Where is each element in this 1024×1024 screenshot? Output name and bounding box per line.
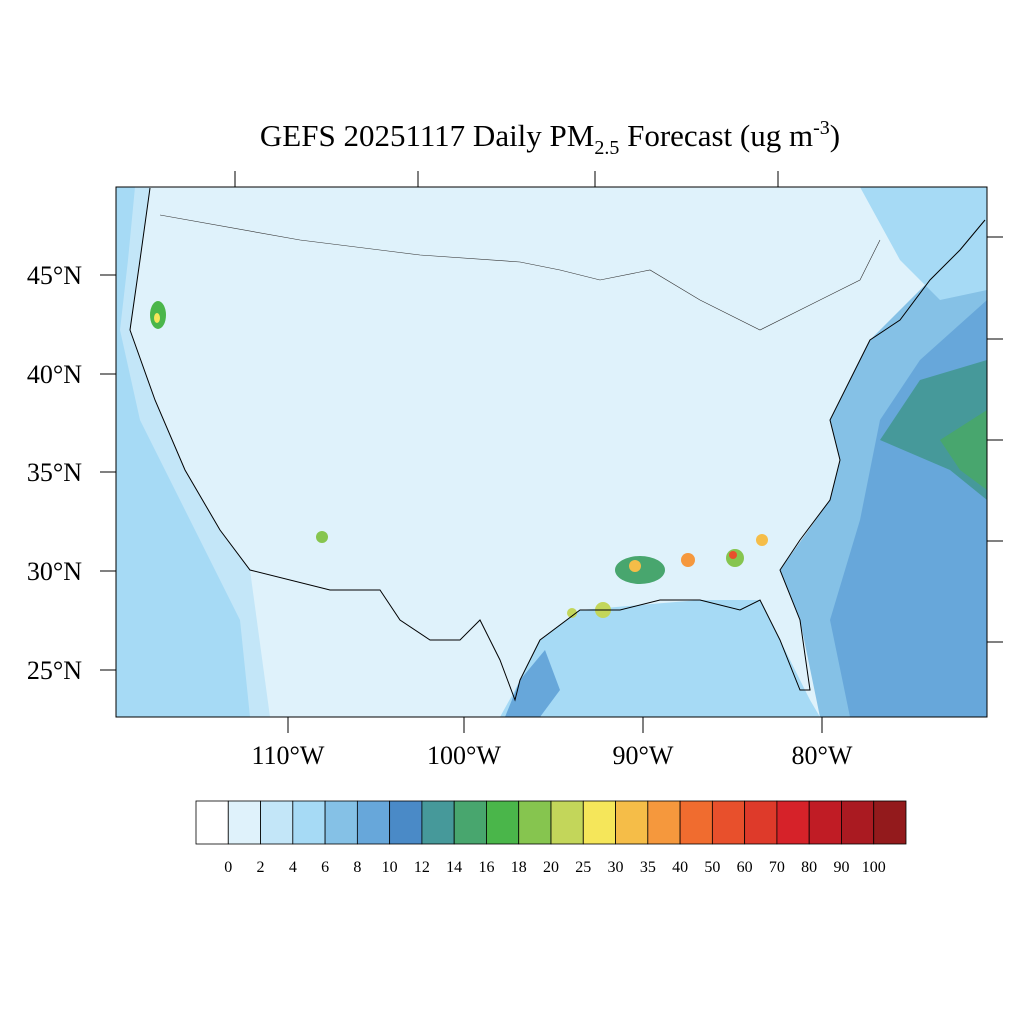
colorbar-label: 18 (511, 859, 527, 876)
colorbar-label: 70 (769, 859, 785, 876)
colorbar-box (776, 800, 810, 845)
colorbar-box (873, 800, 907, 845)
title: GEFS 20251117 Daily PM2.5 Forecast (ug m… (260, 117, 840, 159)
lon-label: 110°W (252, 741, 325, 770)
colorbar-box (841, 800, 875, 845)
pacific-inner (116, 187, 250, 717)
colorbar-label: 16 (478, 859, 494, 876)
lon-label: 80°W (792, 741, 853, 770)
colorbar-label: 0 (224, 859, 232, 876)
colorbar-box (292, 800, 326, 845)
colorbar-box (615, 800, 649, 845)
colorbar-box (647, 800, 681, 845)
lon-label: 90°W (613, 741, 674, 770)
atlantic-plume-core (940, 410, 987, 490)
coastline (129, 187, 986, 702)
colorbar-box (389, 800, 423, 845)
colorbar-box (518, 800, 552, 845)
colorbar-label: 20 (543, 859, 559, 876)
colorbar-box (582, 800, 616, 845)
gulf (500, 600, 820, 717)
hotspot (567, 608, 577, 618)
lon-label: 100°W (427, 741, 501, 770)
lat-label: 25°N (27, 656, 82, 685)
lat-label: 45°N (27, 261, 82, 290)
colorbar-label: 12 (414, 859, 430, 876)
title-text: GEFS 20251117 Daily PM (260, 118, 594, 153)
colorbar-label: 40 (672, 859, 688, 876)
hotspots (150, 301, 768, 618)
axis-labels: 25°N 30°N 35°N 40°N 45°N 110°W 100°W 90°W 80°W (27, 261, 853, 770)
northeast (860, 187, 987, 300)
colorbar-box (453, 800, 487, 845)
colorbar-label: 25 (575, 859, 591, 876)
colorbar-label: 90 (833, 859, 849, 876)
title-text: ) (830, 118, 840, 153)
colorbar-box (679, 800, 713, 845)
colorbar-label: 100 (862, 859, 886, 876)
title-text: Forecast (ug m (619, 118, 813, 153)
colorbar-box (260, 800, 294, 845)
colorbar-box (486, 800, 520, 845)
colorbar-label: 4 (289, 859, 297, 876)
hotspot (615, 556, 665, 584)
lat-label: 30°N (27, 557, 82, 586)
title-superscript: -3 (813, 117, 830, 139)
hotspot (629, 560, 641, 572)
colorbar-box (227, 800, 261, 845)
colorbar-label: 10 (382, 859, 398, 876)
colorbar-label: 35 (640, 859, 656, 876)
lat-label: 40°N (27, 360, 82, 389)
colorbar-label: 30 (608, 859, 624, 876)
hotspot (681, 553, 695, 567)
colorbar-box (195, 800, 229, 845)
colorbar-box (550, 800, 584, 845)
colorbar-label: 2 (257, 859, 265, 876)
gulf-coast (505, 650, 560, 717)
map-field (116, 187, 987, 717)
colorbar-box (711, 800, 746, 845)
lat-label: 35°N (27, 458, 82, 487)
hotspot (729, 551, 737, 559)
colorbar-box (808, 800, 842, 845)
ticks (100, 171, 1003, 733)
colorbar-box (356, 800, 391, 845)
border (159, 214, 881, 331)
colorbar-box (324, 800, 358, 845)
colorbar-label: 50 (704, 859, 720, 876)
colorbar-label: 60 (737, 859, 753, 876)
colorbar-label: 80 (801, 859, 817, 876)
colorbar: 0 2 4 6 8 10 12 14 16 18 20 25 30 35 40 50 60 70 80 90 100 (195, 800, 907, 876)
colorbar-box (421, 800, 455, 845)
colorbar-label: 8 (353, 859, 361, 876)
map-frame (115, 186, 988, 718)
title-subscript: 2.5 (594, 137, 619, 159)
colorbar-box (744, 800, 778, 845)
colorbar-label: 6 (321, 859, 329, 876)
hotspot (756, 534, 768, 546)
hotspot (154, 313, 160, 323)
colorbar-label: 14 (446, 859, 462, 876)
hotspot (316, 531, 328, 543)
